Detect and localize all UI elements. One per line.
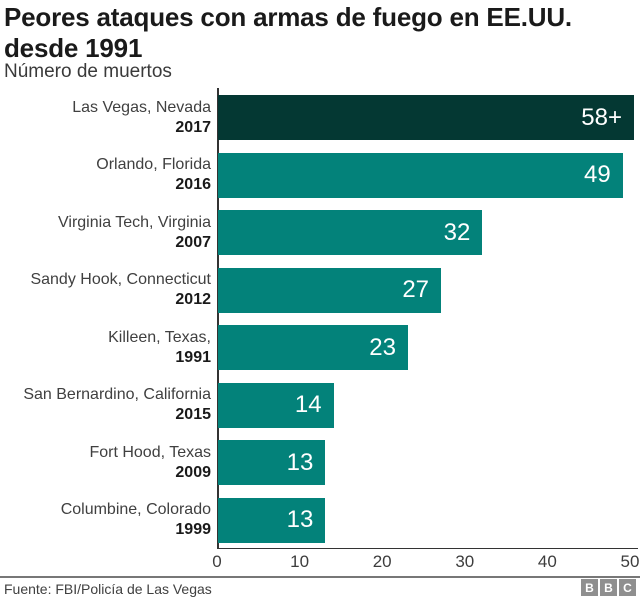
category-label: Las Vegas, Nevada 2017 xyxy=(0,95,211,140)
bbc-logo-letter: B xyxy=(600,579,617,596)
x-tick-label: 20 xyxy=(372,552,392,571)
x-axis-tick-labels: 0 10 20 30 40 50 xyxy=(212,552,640,574)
category-location: Columbine, Colorado xyxy=(60,501,211,518)
bar: 14 xyxy=(218,382,334,428)
bbc-logo-letter: B xyxy=(581,579,598,596)
category-label: Killeen, Texas, 1991 xyxy=(0,325,211,370)
bar-value-label: 49 xyxy=(584,161,611,188)
chart-subtitle: Número de muertos xyxy=(4,61,172,82)
chart-title: Peores ataques con armas de fuego en EE.… xyxy=(4,2,572,63)
category-label: Columbine, Colorado 1999 xyxy=(0,498,211,543)
plot-area: 58+ 49 32 27 23 14 13 13 xyxy=(218,88,640,548)
bar-value-label: 58+ xyxy=(581,103,622,131)
bar: 58+ xyxy=(218,95,634,140)
x-tick-label: 50 xyxy=(620,552,640,571)
bar: 13 xyxy=(218,440,326,485)
bar-value-label: 23 xyxy=(369,333,396,361)
category-year: 2009 xyxy=(175,463,211,481)
category-location: Fort Hood, Texas xyxy=(89,443,211,461)
category-labels: Las Vegas, Nevada 2017 Orlando, Florida 201… xyxy=(0,88,211,548)
category-year: 2016 xyxy=(175,176,211,193)
x-tick-label: 30 xyxy=(455,552,475,571)
bar-value-label: 13 xyxy=(286,448,314,476)
x-tick-label: 10 xyxy=(290,552,310,571)
bar: 13 xyxy=(218,497,326,543)
bar: 23 xyxy=(218,325,408,370)
bar-value-label: 27 xyxy=(402,276,430,303)
x-axis-line xyxy=(217,547,638,549)
category-location: Sandy Hook, Connecticut xyxy=(30,271,211,288)
category-year: 2015 xyxy=(175,406,211,423)
category-location: Orlando, Florida xyxy=(96,156,211,173)
category-location: Las Vegas, Nevada xyxy=(72,98,211,116)
category-year: 1999 xyxy=(175,521,211,538)
bbc-logo-letter: C xyxy=(619,579,636,596)
category-year: 1991 xyxy=(175,348,211,366)
category-year: 2007 xyxy=(175,233,211,251)
category-location: Killeen, Texas, xyxy=(108,328,211,346)
category-location: Virginia Tech, Virginia xyxy=(58,213,211,231)
footer-divider xyxy=(0,576,640,578)
category-year: 2017 xyxy=(175,118,211,136)
x-tick-label: 0 xyxy=(212,552,222,571)
category-label: Orlando, Florida 2016 xyxy=(0,153,211,198)
y-axis-line xyxy=(217,88,219,549)
category-label: Virginia Tech, Virginia 2007 xyxy=(0,210,211,255)
category-label: Sandy Hook, Connecticut 2012 xyxy=(0,268,211,313)
bar: 49 xyxy=(218,152,623,198)
bar-value-label: 13 xyxy=(286,506,314,533)
category-location: San Bernardino, California xyxy=(23,386,211,403)
x-tick-label: 40 xyxy=(537,552,557,571)
bar: 32 xyxy=(218,210,483,255)
bar-value-label: 32 xyxy=(443,218,471,246)
bar: 27 xyxy=(218,267,442,313)
source-attribution: Fuente: FBI/Policía de Las Vegas xyxy=(4,581,212,597)
category-label: Fort Hood, Texas 2009 xyxy=(0,440,211,485)
category-label: San Bernardino, California 2015 xyxy=(0,383,211,428)
category-year: 2012 xyxy=(175,291,211,308)
bar-value-label: 14 xyxy=(294,391,322,418)
